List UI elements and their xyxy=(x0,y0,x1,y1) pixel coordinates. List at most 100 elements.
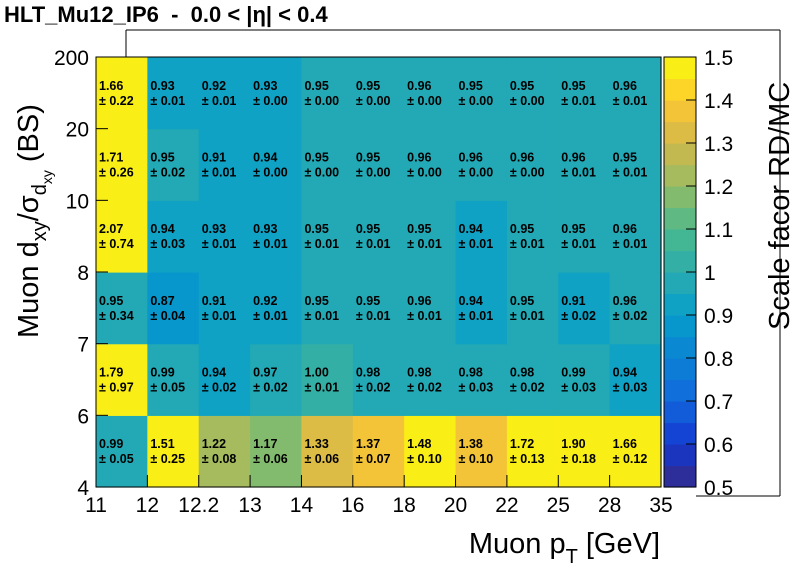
cell-value-label: 1.37 xyxy=(356,437,380,451)
cell-value-label: 0.95 xyxy=(304,79,328,93)
x-tick-label: 18 xyxy=(393,494,416,517)
heatmap-cell xyxy=(147,57,200,130)
heatmap-cell xyxy=(147,343,200,416)
colorbar-tick-label: 0.6 xyxy=(704,434,733,457)
cell-value-label: 0.95 xyxy=(304,222,328,236)
x-tick-label: 28 xyxy=(598,494,621,517)
heatmap-cell xyxy=(250,343,303,416)
heatmap-cell xyxy=(352,200,405,273)
colorbar-tick-label: 1.4 xyxy=(704,90,734,113)
y-axis: 4 6 7 8 10 20 200 xyxy=(54,47,108,500)
cell-error-label: ± 0.02 xyxy=(202,381,237,395)
cell-value-label: 0.96 xyxy=(510,151,534,165)
heatmap-cell xyxy=(558,128,611,201)
heatmap-cell xyxy=(404,57,457,130)
cell-value-label: 1.71 xyxy=(99,151,123,165)
heatmap-cell xyxy=(301,57,354,130)
cell-value-label: 0.96 xyxy=(459,151,483,165)
cell-value-label: 0.94 xyxy=(459,294,483,308)
cell-error-label: ± 0.03 xyxy=(613,381,648,395)
heatmap-cell xyxy=(198,57,251,130)
cell-error-label: ± 0.74 xyxy=(99,237,134,251)
cell-value-label: 0.94 xyxy=(150,222,174,236)
heatmap-cell xyxy=(455,272,508,345)
cell-value-label: 0.99 xyxy=(150,366,174,380)
heatmap-cell xyxy=(147,272,200,345)
cell-value-label: 0.95 xyxy=(356,79,380,93)
colorbar-band xyxy=(664,422,696,445)
cell-value-label: 0.94 xyxy=(202,366,226,380)
cell-error-label: ± 0.01 xyxy=(202,94,237,108)
colorbar-band xyxy=(664,401,696,424)
x-tick-label: 35 xyxy=(649,494,672,517)
cell-value-label: 0.96 xyxy=(613,222,637,236)
heatmap-cells xyxy=(96,57,662,488)
heatmap-cell xyxy=(301,343,354,416)
cell-value-label: 0.95 xyxy=(150,151,174,165)
cell-value-label: 0.98 xyxy=(510,366,534,380)
cell-error-label: ± 0.01 xyxy=(304,309,339,323)
heatmap-cell xyxy=(609,128,662,201)
colorbar-band xyxy=(664,315,696,338)
cell-error-label: ± 0.00 xyxy=(253,166,288,180)
colorbar-tick-label: 0.9 xyxy=(704,305,733,328)
heatmap-cell xyxy=(96,343,148,416)
cell-error-label: ± 0.00 xyxy=(253,94,288,108)
colorbar-tick-label: 1.1 xyxy=(704,219,733,242)
cell-value-label: 0.95 xyxy=(356,222,380,236)
heatmap-cell xyxy=(301,415,354,488)
heatmap-cell xyxy=(455,415,508,488)
cell-error-label: ± 0.01 xyxy=(613,166,648,180)
y-tick-label: 6 xyxy=(77,405,89,428)
heatmap-cell xyxy=(609,415,662,488)
heatmap-cell xyxy=(404,128,457,201)
cell-error-label: ± 0.01 xyxy=(150,94,185,108)
heatmap-cell xyxy=(506,272,559,345)
cell-error-label: ± 0.34 xyxy=(99,309,134,323)
heatmap-cell xyxy=(609,57,662,130)
cell-value-label: 1.22 xyxy=(202,437,226,451)
cell-error-label: ± 0.07 xyxy=(356,452,391,466)
heatmap-cell xyxy=(506,128,559,201)
heatmap-cell xyxy=(609,343,662,416)
colorbar-band xyxy=(664,379,696,402)
heatmap-cell xyxy=(404,343,457,416)
cell-error-label: ± 0.01 xyxy=(202,237,237,251)
heatmap-cell xyxy=(506,57,559,130)
cell-error-label: ± 0.05 xyxy=(99,452,134,466)
heatmap-cell xyxy=(198,200,251,273)
heatmap-cell xyxy=(609,272,662,345)
colorbar-tick-label: 1.2 xyxy=(704,176,733,199)
cell-error-label: ± 0.01 xyxy=(613,94,648,108)
x-tick-label: 14 xyxy=(290,494,314,517)
heatmap-cell xyxy=(404,415,457,488)
cell-error-label: ± 0.26 xyxy=(99,166,134,180)
cell-value-label: 1.48 xyxy=(407,437,431,451)
cell-value-label: 1.17 xyxy=(253,437,277,451)
cell-error-label: ± 0.00 xyxy=(510,166,545,180)
heatmap-cell xyxy=(198,415,251,488)
heatmap-cell xyxy=(558,272,611,345)
heatmap-cell xyxy=(455,57,508,130)
colorbar-band xyxy=(664,121,696,144)
cell-error-label: ± 0.01 xyxy=(407,237,442,251)
cell-value-label: 2.07 xyxy=(99,222,123,236)
chart-title: HLT_Mu12_IP6 - 0.0 < |η| < 0.4 xyxy=(4,2,328,27)
cell-error-label: ± 0.08 xyxy=(202,452,237,466)
cell-value-label: 0.95 xyxy=(407,222,431,236)
x-tick-label: 13 xyxy=(238,494,261,517)
cell-error-label: ± 0.22 xyxy=(99,94,134,108)
cell-value-label: 1.66 xyxy=(99,79,123,93)
cell-error-label: ± 0.01 xyxy=(510,237,545,251)
colorbar-band xyxy=(664,465,696,488)
heatmap-cell xyxy=(250,200,303,273)
cell-value-label: 0.96 xyxy=(613,79,637,93)
cell-error-label: ± 0.02 xyxy=(407,381,442,395)
cell-error-label: ± 0.01 xyxy=(510,309,545,323)
cell-error-label: ± 0.06 xyxy=(304,452,339,466)
cell-value-label: 0.99 xyxy=(561,366,585,380)
cell-error-label: ± 0.01 xyxy=(613,237,648,251)
cell-value-label: 0.93 xyxy=(253,79,277,93)
colorbar-band xyxy=(664,272,696,295)
cell-error-label: ± 0.01 xyxy=(202,166,237,180)
